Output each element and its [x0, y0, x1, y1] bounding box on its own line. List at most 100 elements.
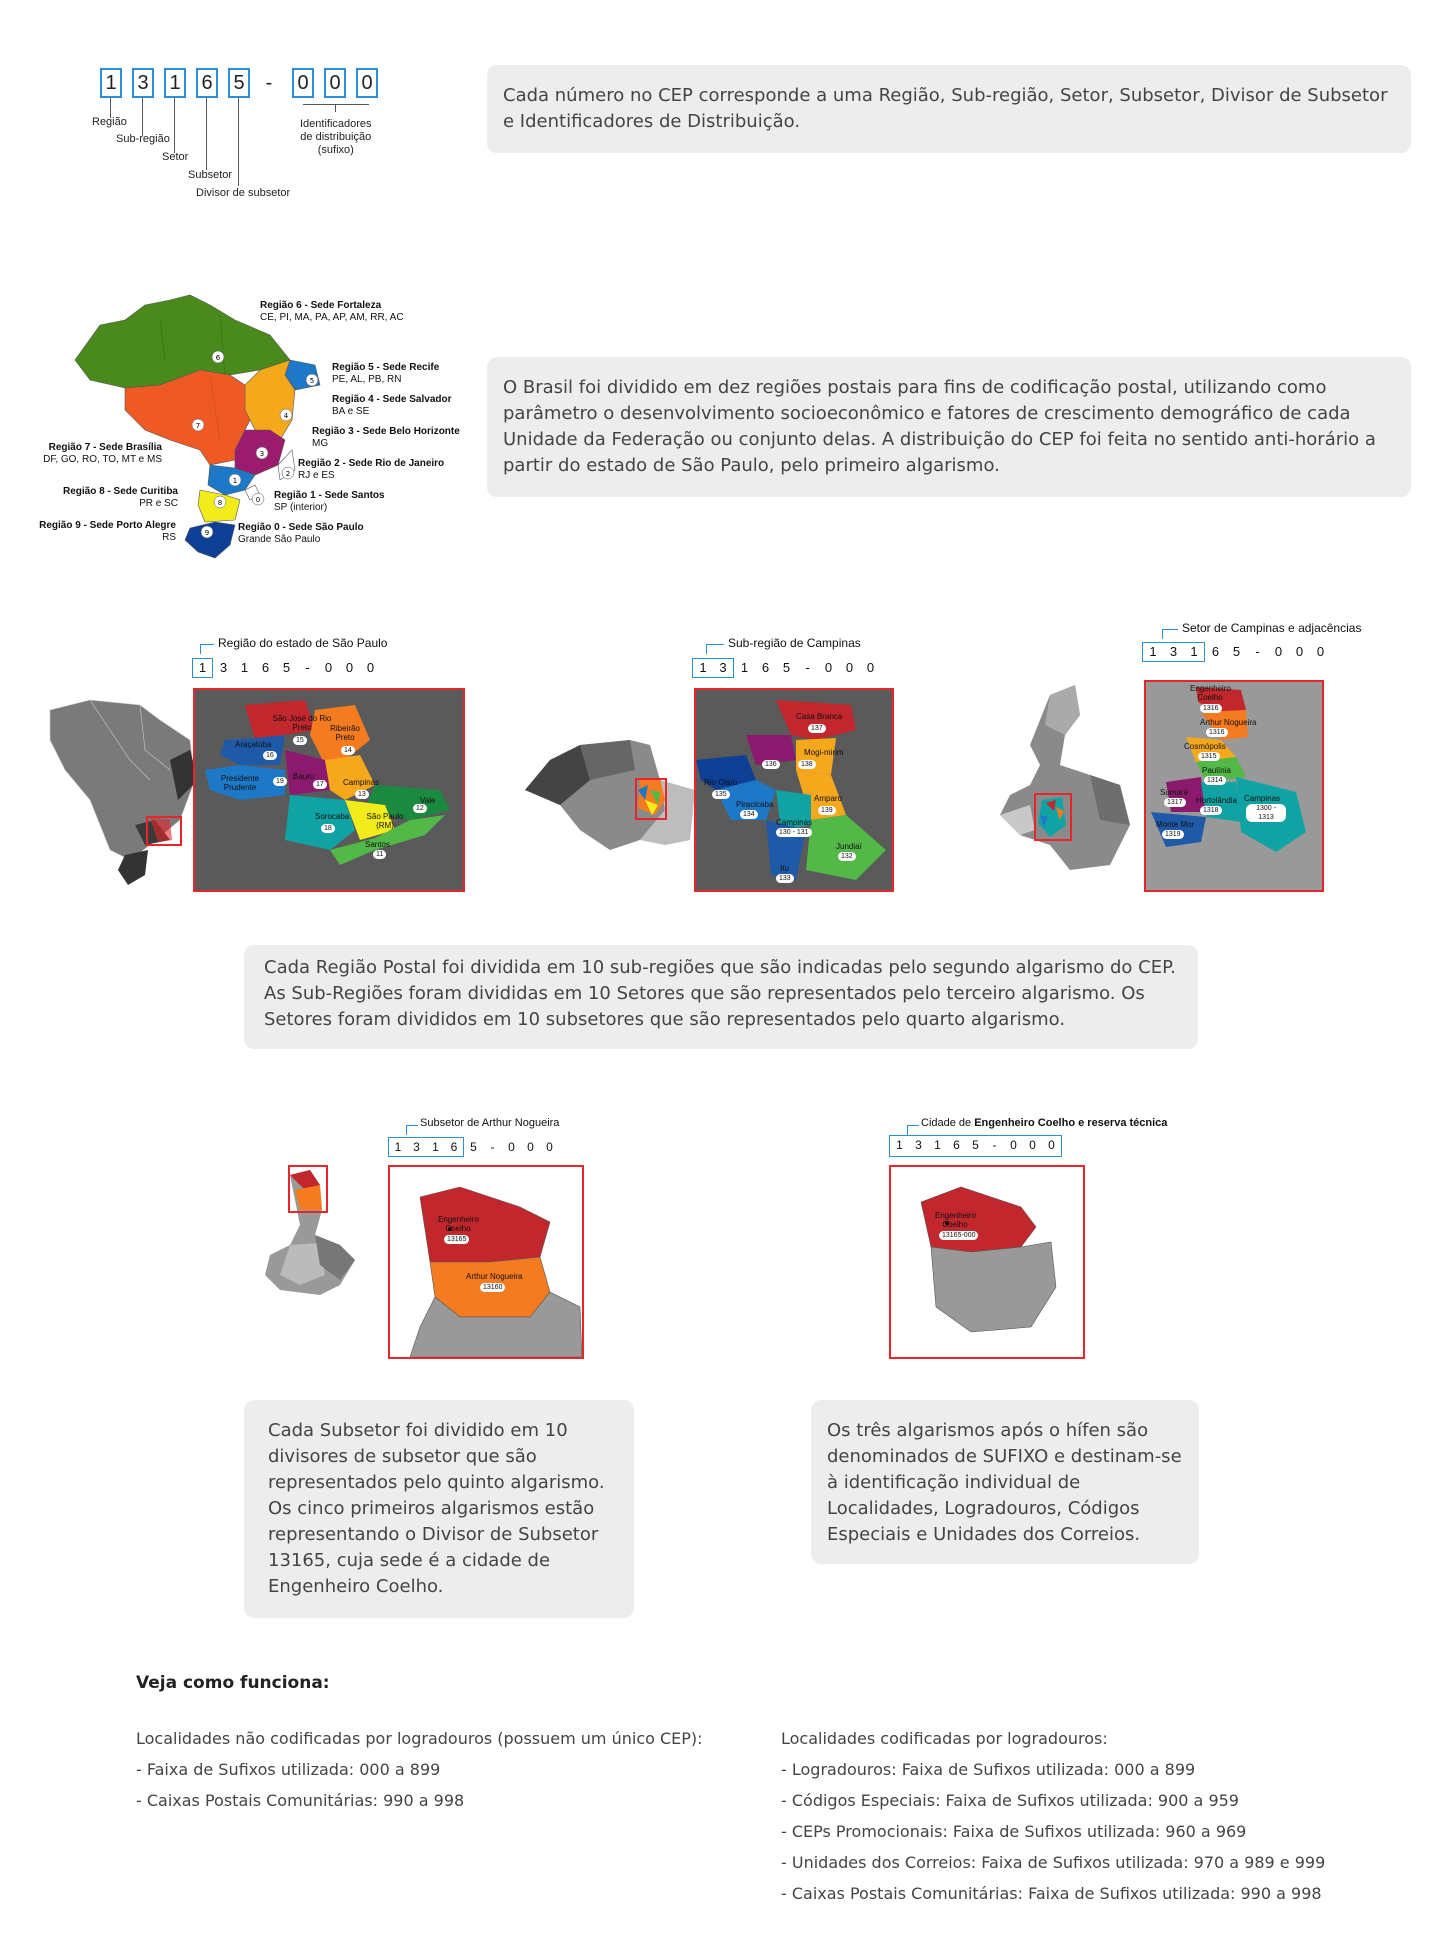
region-num: 1	[233, 477, 237, 485]
area-code: 137	[808, 724, 826, 733]
region-label-0: Região 0 - Sede São Paulo Grande São Paul…	[238, 522, 364, 545]
map-title: Setor de Campinas e adjacências	[1182, 621, 1362, 635]
area-label: Campinas	[1244, 794, 1281, 803]
area-label: Amparo	[814, 794, 843, 803]
area-label: Arthur Nogueira	[1200, 718, 1257, 727]
area-code: 1316	[1206, 728, 1228, 737]
area-code: 132	[838, 852, 856, 861]
arthur-minimap	[265, 1170, 355, 1295]
subsetor-text-box: Cada Subsetor foi dividido em 10 divisor…	[244, 1400, 634, 1618]
how-left-title: Localidades não codificadas por logradou…	[136, 1729, 703, 1748]
cep-digit: 5	[228, 68, 250, 98]
area-label: Engenheiro Coelho	[438, 1215, 479, 1233]
campinas-minimap	[1000, 685, 1130, 870]
brazil-map-graphic: 6 5 4 3 2 1 0 7 8 9	[74, 294, 321, 559]
region-num: 8	[218, 499, 222, 507]
area-code: 1319	[1162, 830, 1184, 839]
region-num: 4	[284, 412, 289, 420]
region-label-8: Região 8 - Sede Curitiba PR e SC	[62, 486, 178, 509]
area-label: Itu	[780, 864, 789, 873]
area-label: Rio Claro	[704, 778, 738, 787]
region-label-3: Região 3 - Sede Belo Horizonte MG	[312, 426, 460, 449]
area-code: 138	[798, 760, 816, 769]
area-label: São Paulo (RM)	[366, 812, 404, 830]
regions-text-box: O Brasil foi dividido em dez regiões pos…	[487, 357, 1411, 497]
cep-digit-diagram: 1 3 1 6 5 - 0 0 0 Região Sub-região Seto…	[92, 68, 400, 199]
region-label-7: Região 7 - Sede Brasília DF, GO, RO, TO, …	[43, 442, 162, 465]
cep-digit: 0	[292, 68, 314, 98]
region-num: 3	[260, 450, 264, 458]
area-code: 134	[740, 810, 758, 819]
how-heading: Veja como funciona:	[136, 1673, 330, 1693]
region-num: 2	[286, 470, 290, 478]
area-code: 19	[273, 777, 287, 786]
list-item: - Unidades dos Correios: Faixa de Sufixo…	[781, 1853, 1326, 1872]
area-code: 14	[341, 746, 355, 755]
region-num: 7	[196, 422, 200, 430]
area-code: 13165-000	[939, 1231, 979, 1240]
subsetor-text: Cada Subsetor foi dividido em 10 divisor…	[268, 1420, 605, 1597]
area-label: Sumaré	[1160, 788, 1189, 797]
cep-digit: 3	[132, 68, 154, 98]
area-label: Cosmópolis	[1184, 742, 1226, 751]
area-label: Hortolândia	[1196, 796, 1237, 805]
area-code: 139	[818, 806, 836, 815]
list-item: - CEPs Promocionais: Faixa de Sufixos ut…	[781, 1822, 1247, 1841]
area-code: 12	[413, 804, 427, 813]
area-label: Arthur Nogueira	[466, 1272, 523, 1281]
area-code: 133	[776, 874, 794, 883]
sufixo-text-box: Os três algarismos após o hífen são deno…	[811, 1400, 1199, 1564]
label-identificadores: Identificadores de distribuição (sufixo)	[300, 118, 372, 156]
area-code: 135	[712, 790, 730, 799]
area-label: Piracicaba	[736, 800, 774, 809]
region-label-4: Região 4 - Sede Salvador BA e SE	[332, 394, 452, 417]
area-code: 136	[762, 760, 780, 769]
list-item: - Caixas Postais Comunitárias: Faixa de …	[781, 1884, 1322, 1903]
area-label: Engenheiro Coelho	[935, 1211, 976, 1229]
region-label-5: Região 5 - Sede Recife PE, AL, PB, RN	[332, 362, 440, 385]
regions-text: O Brasil foi dividido em dez regiões pos…	[503, 377, 1376, 476]
setor-map	[1146, 682, 1322, 890]
label-regiao: Região	[92, 116, 127, 128]
area-code: 13	[355, 790, 369, 799]
engenheiro-coelho-map	[920, 1186, 1057, 1333]
area-code: 1317	[1164, 798, 1186, 807]
cep-hyphen: -	[265, 71, 273, 94]
list-item: - Códigos Especiais: Faixa de Sufixos ut…	[781, 1791, 1239, 1810]
region-label-2: Região 2 - Sede Rio de Janeiro RJ e ES	[298, 458, 445, 481]
area-label: São José do Rio Preto	[272, 714, 332, 732]
list-item: - Caixas Postais Comunitárias: 990 a 998	[136, 1791, 465, 1810]
region-label-6: Região 6 - Sede Fortaleza CE, PI, MA, PA,…	[260, 300, 404, 323]
map-title: Subsetor de Arthur Nogueira	[420, 1117, 560, 1129]
area-label: Casa Branca	[796, 712, 843, 721]
label-divisor-subsetor: Divisor de subsetor	[196, 187, 291, 199]
map-detail-frame: Engenheiro Coelho 1316 Arthur Nogueira 1…	[1144, 680, 1324, 892]
area-code: 1316	[1200, 704, 1222, 713]
area-label: Sorocaba	[315, 812, 350, 821]
area-code: 1300 - 1313	[1246, 804, 1286, 822]
cep-digit: 1	[100, 68, 122, 98]
campinas-map	[696, 700, 886, 880]
area-code: 11	[373, 850, 387, 859]
area-code: 18	[321, 824, 335, 833]
region-num: 6	[216, 354, 221, 362]
area-label: Vale	[420, 796, 436, 805]
list-item: - Faixa de Sufixos utilizada: 000 a 899	[136, 1760, 441, 1779]
map-title: Sub-região de Campinas	[728, 636, 861, 650]
area-label: Monte Mor	[1156, 820, 1195, 829]
region-label-1: Região 1 - Sede Santos SP (interior)	[274, 490, 385, 513]
region-num: 9	[205, 529, 209, 537]
map-detail-frame: São José do Rio Preto 15 Araçatuba 16 Ri…	[193, 688, 465, 892]
area-label: Santos	[365, 840, 390, 849]
map-detail-frame: Engenheiro Coelho 13165-000	[889, 1165, 1085, 1359]
cep-digit: 0	[324, 68, 346, 98]
brazil-regions-map: 6 5 4 3 2 1 0 7 8 9 Região 6 - Sede Fort…	[30, 290, 480, 560]
intro-text: Cada número no CEP corresponde a uma Reg…	[503, 85, 1388, 132]
how-right-title: Localidades codificadas por logradouros:	[781, 1729, 1108, 1748]
